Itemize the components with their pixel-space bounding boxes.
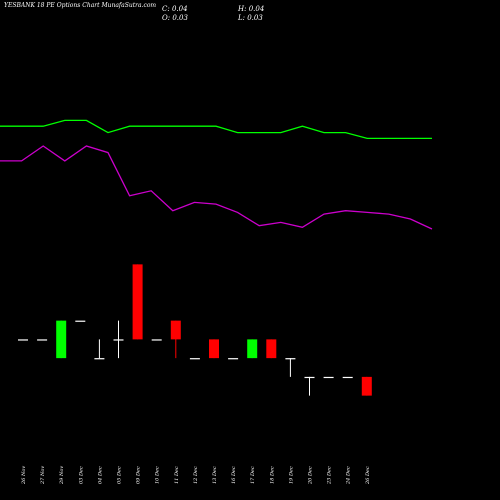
candle-body: [18, 339, 28, 341]
candle-05-dec: [113, 320, 124, 359]
x-tick-label: 27 Nov: [40, 466, 46, 485]
candle-24-dec: [342, 376, 353, 379]
candle-26-dec: [361, 376, 372, 396]
candle-10-dec: [151, 339, 162, 341]
x-axis-labels: 26 Nov 27 Nov 29 Nov 03 Dec 04 Dec 05 Dec 09 D…: [21, 466, 371, 485]
high-value: H: 0.04: [238, 5, 265, 13]
x-tick-label: 03 Dec: [78, 466, 84, 484]
magenta-line: [0, 145, 433, 230]
candle-27-nov: [37, 339, 48, 341]
candle-body: [304, 376, 315, 379]
candle-body: [132, 264, 143, 340]
candle-11-dec: [170, 320, 181, 359]
candle-03-dec: [75, 320, 86, 322]
close-value: C: 0.04: [162, 5, 188, 13]
x-tick-label: 05 Dec: [117, 466, 123, 484]
candle-16-dec: [228, 358, 239, 360]
candle-body: [228, 358, 239, 360]
x-tick-label: 10 Dec: [155, 466, 161, 484]
candle-body: [37, 339, 48, 341]
candle-29-nov: [56, 320, 67, 359]
x-tick-label: 17 Dec: [250, 466, 256, 484]
candle-26-nov: [18, 339, 28, 341]
candle-body: [189, 358, 200, 360]
x-tick-label: 09 Dec: [136, 466, 142, 484]
x-tick-label: 11 Dec: [174, 466, 180, 484]
candle-body: [170, 320, 181, 340]
candle-body: [75, 320, 86, 322]
x-tick-label: 26 Nov: [21, 466, 27, 485]
candle-12-dec: [189, 358, 200, 360]
candle-09-dec: [132, 264, 143, 340]
x-tick-label: 16 Dec: [231, 466, 237, 484]
green-line: [0, 119, 432, 140]
candle-body: [285, 358, 296, 360]
x-tick-label: 04 Dec: [97, 466, 103, 484]
x-tick-label: 26 Dec: [365, 466, 371, 485]
candle-18-dec: [266, 339, 277, 359]
candle-body: [94, 358, 105, 360]
candle-23-dec: [323, 376, 334, 379]
x-tick-label: 29 Nov: [59, 466, 65, 485]
open-value: O: 0.03: [162, 14, 188, 22]
candle-body: [56, 320, 67, 359]
candle-body: [151, 339, 162, 341]
indicator-lines: [0, 119, 433, 230]
candle-body: [209, 339, 219, 359]
candle-04-dec: [94, 339, 105, 360]
x-tick-label: 18 Dec: [269, 466, 275, 484]
low-value: L: 0.03: [238, 14, 263, 22]
x-tick-label: 12 Dec: [193, 466, 199, 484]
candle-17-dec: [247, 339, 258, 359]
x-tick-label: 23 Dec: [327, 466, 333, 485]
candle-20-dec: [304, 376, 315, 396]
chart-title: YESBANK 18 PE Options Chart MunafaSutra.…: [4, 2, 157, 9]
candlesticks: [18, 264, 372, 396]
x-tick-label: 13 Dec: [212, 466, 218, 484]
candle-13-dec: [209, 339, 219, 359]
candle-body: [266, 339, 277, 359]
candle-body: [113, 339, 124, 341]
candle-19-dec: [285, 358, 296, 377]
candle-body: [323, 376, 334, 379]
candle-body: [247, 339, 258, 359]
x-tick-label: 19 Dec: [288, 466, 294, 484]
candle-body: [361, 376, 372, 396]
x-tick-label: 24 Dec: [346, 466, 352, 485]
x-tick-label: 20 Dec: [308, 466, 314, 485]
candle-body: [342, 376, 353, 379]
